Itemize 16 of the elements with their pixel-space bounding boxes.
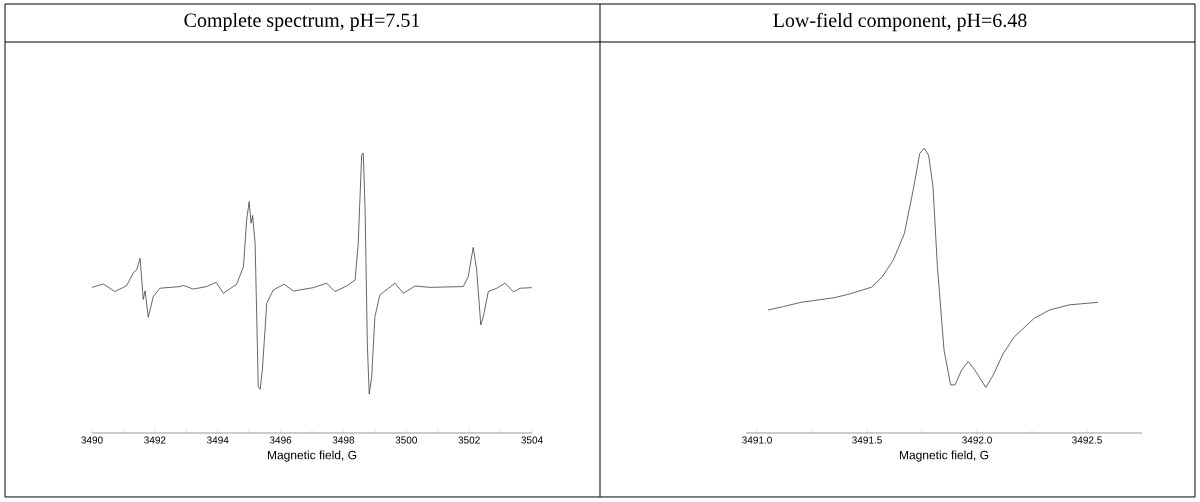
x-tick-label: 3490 bbox=[81, 436, 103, 444]
x-tick-label: 3502 bbox=[458, 436, 480, 444]
x-tick-label: 3491.5 bbox=[852, 436, 882, 444]
x-axis-title: Magnetic field, G bbox=[267, 450, 357, 462]
x-tick-label: 3500 bbox=[395, 436, 418, 444]
x-tick-label: 3492.5 bbox=[1072, 436, 1102, 444]
x-tick-label: 3492.0 bbox=[962, 436, 992, 444]
x-tick-label: 3492 bbox=[144, 436, 166, 444]
x-tick-label: 3491.0 bbox=[742, 436, 772, 444]
x-tick-label: 3494 bbox=[206, 436, 229, 444]
chart-title: Low-field component, pH=6.48 bbox=[773, 12, 1027, 32]
chart-title: Complete spectrum, pH=7.51 bbox=[184, 12, 420, 32]
x-tick-label: 3504 bbox=[521, 436, 543, 444]
x-axis-title: Magnetic field, G bbox=[899, 450, 989, 462]
x-tick-label: 3498 bbox=[332, 436, 355, 444]
x-tick-label: 3496 bbox=[269, 436, 292, 444]
